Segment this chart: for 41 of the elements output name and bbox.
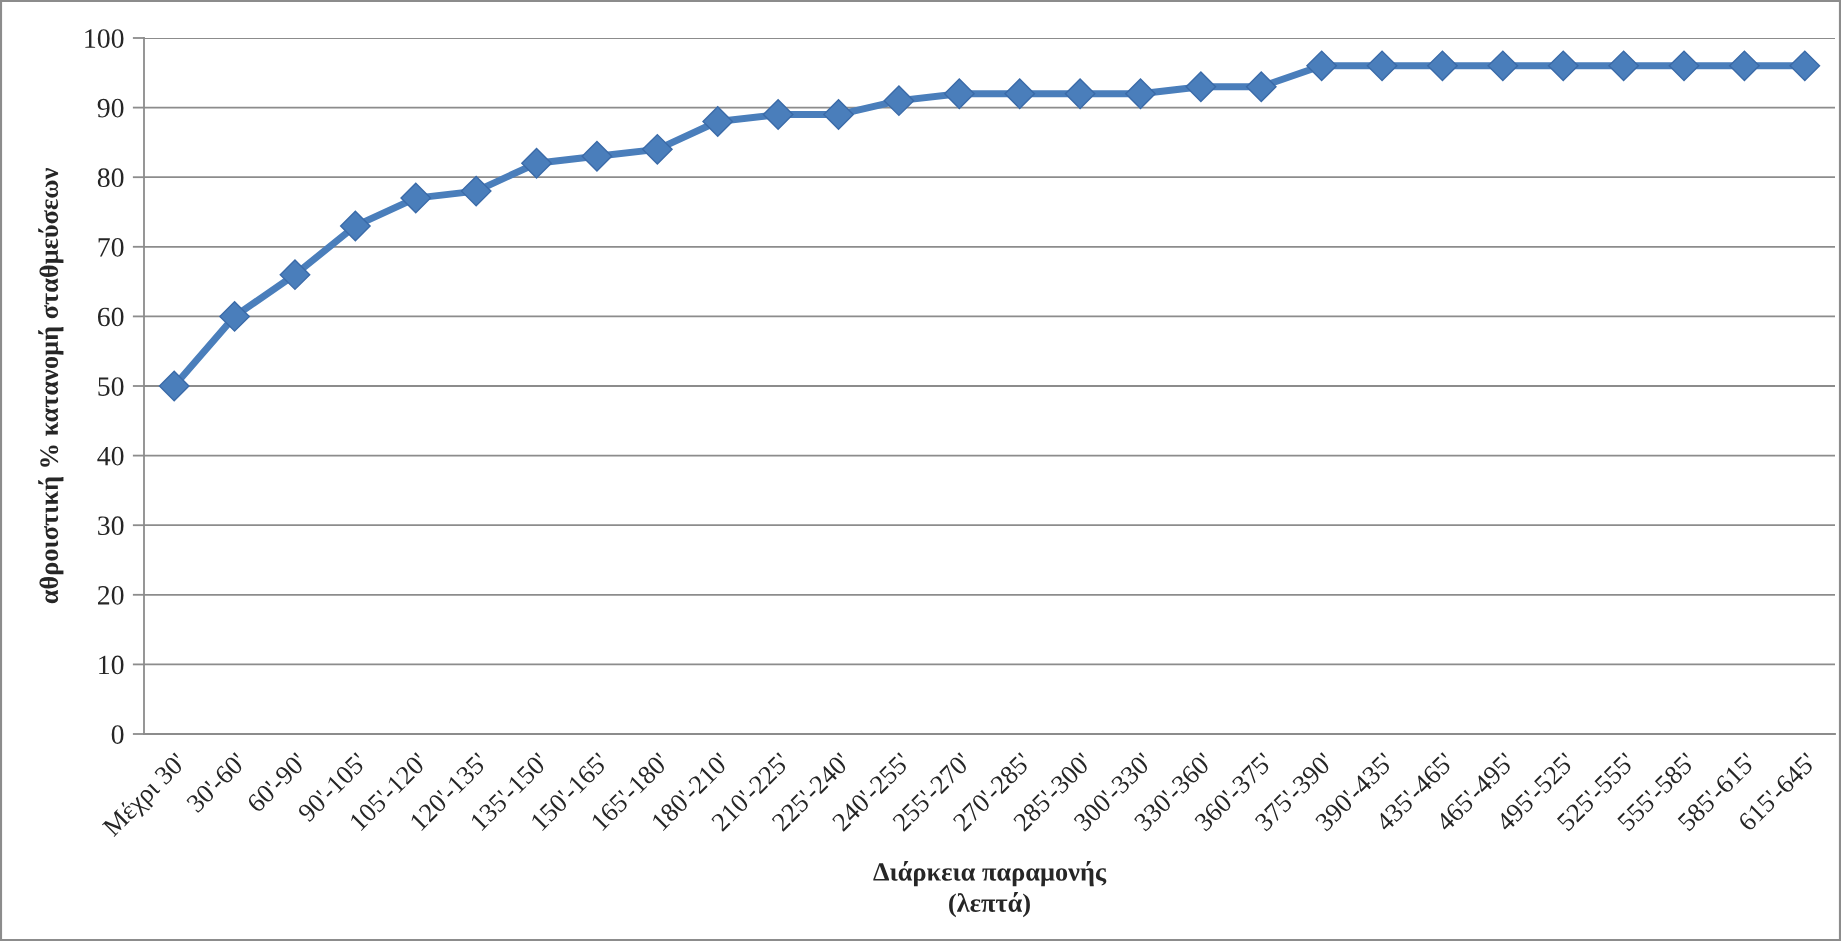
point xyxy=(1366,50,1398,82)
y-tick-label: 30 xyxy=(98,516,124,536)
point xyxy=(219,300,251,332)
y-tick-label: 90 xyxy=(97,98,124,118)
y-tick-label: 0 xyxy=(111,725,124,744)
point xyxy=(943,78,975,110)
point xyxy=(883,85,915,117)
point xyxy=(1064,78,1096,110)
point xyxy=(521,147,552,179)
y-axis-title: αθροιστική % κατανομή σταθμεύσεων xyxy=(38,168,64,604)
y-tick-label: 50 xyxy=(98,377,124,396)
point xyxy=(460,175,492,207)
point xyxy=(1668,50,1700,82)
y-tick-label: 60 xyxy=(97,307,124,327)
y-tick-label: 10 xyxy=(99,655,124,675)
y-tick-label: 40 xyxy=(97,446,124,466)
point xyxy=(1789,50,1821,82)
point xyxy=(1004,78,1036,110)
point xyxy=(339,210,371,242)
y-tick-label: 70 xyxy=(98,237,124,257)
point xyxy=(1728,50,1760,82)
point xyxy=(1306,50,1338,82)
y-tick-label: 100 xyxy=(85,29,124,48)
point xyxy=(158,370,190,402)
y-tick-label: 80 xyxy=(97,168,124,188)
point xyxy=(823,99,854,130)
point xyxy=(1608,50,1640,82)
point xyxy=(1427,50,1458,82)
point xyxy=(1547,50,1579,82)
point xyxy=(762,99,794,130)
point xyxy=(1125,78,1156,110)
point xyxy=(1487,50,1519,82)
x-axis-title: Διάρκεια παραμονής (λεπτά) xyxy=(873,860,1107,918)
y-tick-label: 20 xyxy=(98,585,124,605)
point xyxy=(1245,71,1277,103)
point xyxy=(279,259,311,291)
point xyxy=(641,133,673,165)
point xyxy=(1185,71,1217,103)
point xyxy=(581,140,613,172)
point xyxy=(400,182,432,214)
point xyxy=(702,106,734,137)
